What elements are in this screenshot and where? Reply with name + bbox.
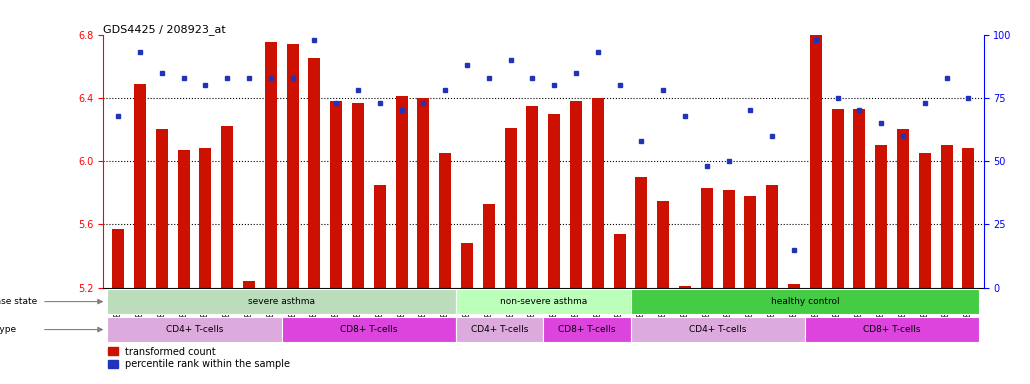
Bar <box>286 44 299 288</box>
Bar <box>112 229 125 288</box>
Bar <box>679 286 691 288</box>
Text: CD4+ T-cells: CD4+ T-cells <box>471 325 528 334</box>
Bar <box>804 317 980 343</box>
Bar <box>962 149 974 288</box>
Text: CD8+ T-cells: CD8+ T-cells <box>863 325 921 334</box>
Bar <box>308 58 320 288</box>
Bar <box>331 101 342 288</box>
Bar <box>107 317 282 343</box>
Bar <box>592 98 604 288</box>
Bar <box>456 317 543 343</box>
Bar <box>636 177 648 288</box>
Text: CD8+ T-cells: CD8+ T-cells <box>340 325 398 334</box>
Bar <box>352 103 364 288</box>
Text: CD8+ T-cells: CD8+ T-cells <box>558 325 616 334</box>
Text: non-severe asthma: non-severe asthma <box>500 297 587 306</box>
Bar <box>831 109 844 288</box>
Legend: transformed count, percentile rank within the sample: transformed count, percentile rank withi… <box>108 347 290 369</box>
Bar <box>940 145 953 288</box>
Bar <box>630 289 980 314</box>
Text: severe asthma: severe asthma <box>248 297 315 306</box>
Bar <box>282 317 456 343</box>
Bar <box>657 200 670 288</box>
Bar <box>876 145 887 288</box>
Bar <box>570 101 582 288</box>
Bar <box>854 109 865 288</box>
Bar <box>456 289 630 314</box>
Bar <box>461 243 473 288</box>
Bar <box>374 185 386 288</box>
Text: healthy control: healthy control <box>770 297 839 306</box>
Bar <box>788 285 800 288</box>
Bar <box>614 234 625 288</box>
Bar <box>243 281 255 288</box>
Bar <box>483 204 494 288</box>
Bar <box>134 84 146 288</box>
Text: cell type: cell type <box>0 325 15 334</box>
Bar <box>439 153 451 288</box>
Bar <box>505 128 517 288</box>
Bar <box>526 106 539 288</box>
Bar <box>221 126 233 288</box>
Bar <box>766 185 779 288</box>
Bar <box>200 149 211 288</box>
Bar <box>156 129 168 288</box>
Bar <box>177 150 190 288</box>
Bar <box>107 289 456 314</box>
Text: CD4+ T-cells: CD4+ T-cells <box>689 325 747 334</box>
Bar <box>265 43 277 288</box>
Bar <box>810 35 822 288</box>
Bar <box>630 317 804 343</box>
Bar <box>745 196 756 288</box>
Text: GDS4425 / 208923_at: GDS4425 / 208923_at <box>103 24 226 35</box>
Bar <box>396 96 408 288</box>
Bar <box>919 153 931 288</box>
Text: disease state: disease state <box>0 297 37 306</box>
Bar <box>700 188 713 288</box>
Bar <box>723 190 734 288</box>
Bar <box>417 98 430 288</box>
Bar <box>548 114 560 288</box>
Text: CD4+ T-cells: CD4+ T-cells <box>166 325 224 334</box>
Bar <box>897 129 909 288</box>
Bar <box>543 317 630 343</box>
